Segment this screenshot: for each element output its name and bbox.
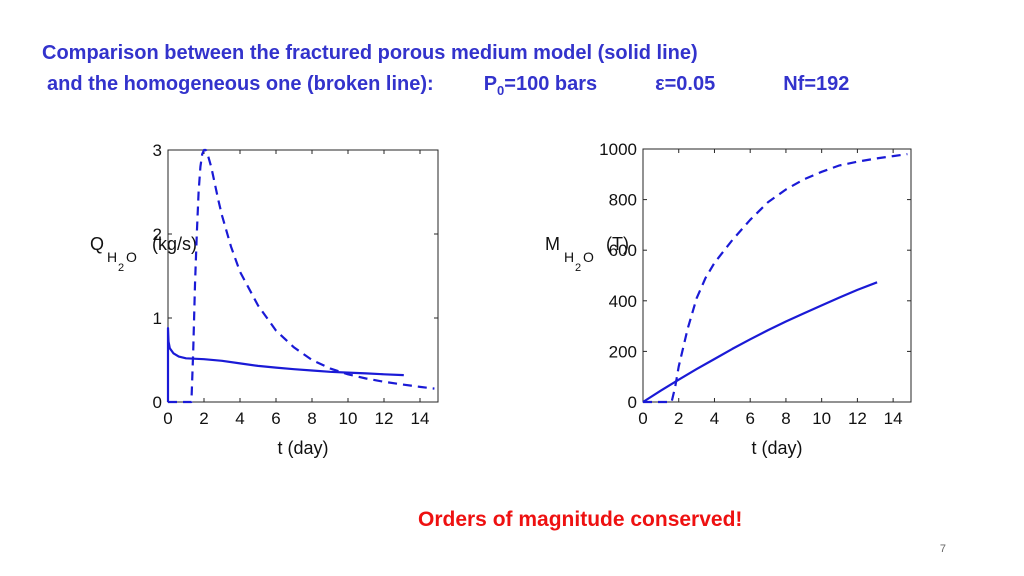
param-epsilon: ε=0.05 xyxy=(655,69,715,100)
chart-water-mass: M H 2 O (T) 0 2 4 6 8 10 12 14 0 200 400 600 800 1000… xyxy=(530,130,930,475)
title-line-1: Comparison between the fractured porous … xyxy=(42,42,698,64)
series-line-homogeneous xyxy=(643,154,907,402)
plot-area-frame xyxy=(168,150,438,402)
ylabel-sub-o: O xyxy=(583,249,594,265)
chart-water-mass-svg: M H 2 O (T) 0 2 4 6 8 10 12 1402004006008001000… xyxy=(530,130,930,470)
plot-area-frame xyxy=(643,149,911,402)
series-line-homogeneous xyxy=(168,150,434,402)
x-tick-label: 10 xyxy=(339,409,358,428)
y-tick-label: 800 xyxy=(609,191,637,210)
x-tick-label: 6 xyxy=(271,409,280,428)
ylabel-sub-2: 2 xyxy=(118,262,124,274)
title-line-2: and the homogeneous one (broken line): P0… xyxy=(42,69,1002,106)
y-tick-label: 1 xyxy=(153,309,162,328)
x-axis-label: t (day) xyxy=(751,438,802,458)
x-tick-label: 12 xyxy=(848,409,867,428)
ylabel-main: Q xyxy=(90,234,104,254)
x-tick-label: 4 xyxy=(710,409,719,428)
y-tick-label: 0 xyxy=(628,393,637,412)
x-tick-label: 14 xyxy=(411,409,430,428)
x-tick-label: 10 xyxy=(812,409,831,428)
ylabel-sub-h: H xyxy=(564,249,574,265)
param-nf: Nf=192 xyxy=(783,69,849,100)
y-tick-label: 1000 xyxy=(599,140,637,159)
y-tick-label: 0 xyxy=(153,393,162,412)
title-line-2-text: and the homogeneous one (broken line): xyxy=(47,69,434,100)
slide-title: Comparison between the fractured porous … xyxy=(42,38,1002,106)
x-tick-label: 6 xyxy=(745,409,754,428)
conclusion-note: Orders of magnitude conserved! xyxy=(418,508,742,532)
x-tick-label: 2 xyxy=(199,409,208,428)
x-tick-label: 8 xyxy=(307,409,316,428)
x-tick-label: 0 xyxy=(163,409,172,428)
y-tick-label: 200 xyxy=(609,342,637,361)
y-tick-label: 600 xyxy=(609,241,637,260)
x-tick-label: 4 xyxy=(235,409,244,428)
y-tick-label: 400 xyxy=(609,292,637,311)
x-tick-label: 14 xyxy=(884,409,903,428)
param-pressure-value: =100 bars xyxy=(504,73,597,95)
y-tick-label: 2 xyxy=(153,225,162,244)
param-pressure-prefix: P xyxy=(484,73,497,95)
chart-flow-rate: Q H 2 O (kg/s) 0 2 4 6 8 10 12 14 0 1 2 3 t (day) xyxy=(80,130,460,475)
x-tick-label: 8 xyxy=(781,409,790,428)
ylabel-main: M xyxy=(545,234,560,254)
series-line-fractured xyxy=(643,282,877,402)
x-axis-label: t (day) xyxy=(277,438,328,458)
ylabel-sub-o: O xyxy=(126,249,137,265)
param-pressure: P0=100 bars xyxy=(484,69,597,106)
x-tick-label: 2 xyxy=(674,409,683,428)
x-tick-label: 0 xyxy=(638,409,647,428)
y-tick-label: 3 xyxy=(153,141,162,160)
slide-number: 7 xyxy=(940,543,946,555)
ylabel-sub-2: 2 xyxy=(575,262,581,274)
ylabel-sub-h: H xyxy=(107,249,117,265)
x-tick-label: 12 xyxy=(375,409,394,428)
